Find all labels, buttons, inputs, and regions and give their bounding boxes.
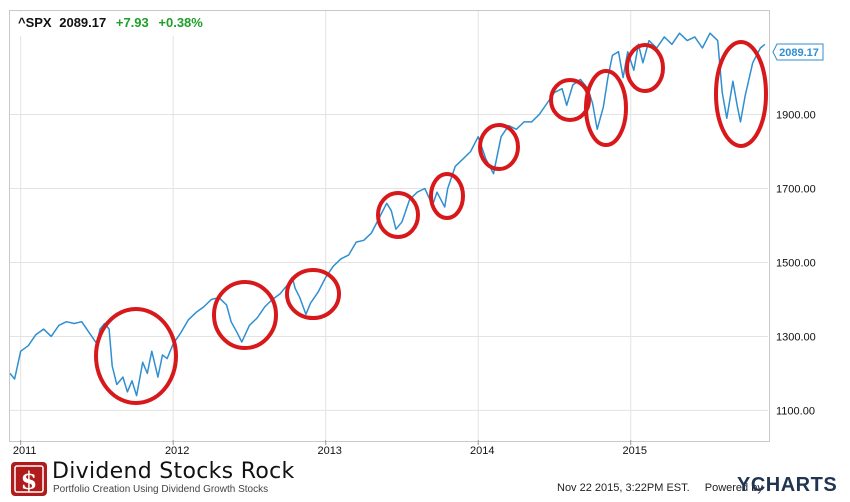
- ycharts-logo[interactable]: YCHARTS: [737, 474, 837, 497]
- y-tick-label: 1700.00: [776, 184, 816, 196]
- x-tick-label: 2014: [470, 445, 494, 457]
- correction-highlight-circle: [378, 193, 418, 237]
- correction-highlight-circle: [214, 282, 276, 348]
- ticker-symbol: ^SPX: [18, 15, 52, 30]
- svg-text:$: $: [21, 466, 38, 495]
- x-tick-label: 2013: [317, 445, 341, 457]
- timestamp-text: Nov 22 2015, 3:22PM EST.: [557, 482, 690, 494]
- correction-highlight-circle: [287, 270, 339, 318]
- x-tick-label: 2011: [13, 445, 37, 457]
- correction-highlight-circle: [551, 80, 589, 120]
- y-tick-label: 1100.00: [776, 405, 815, 417]
- quote-change-pct: +0.38%: [158, 15, 202, 30]
- correction-highlight-circle: [716, 42, 766, 146]
- quote-header: ^SPX 2089.17 +7.93 +0.38%: [12, 12, 209, 36]
- brand-subtitle: Portfolio Creation Using Dividend Growth…: [53, 484, 268, 495]
- quote-change: +7.93: [116, 15, 149, 30]
- correction-highlight-circle: [586, 71, 626, 145]
- x-tick-label: 2015: [622, 445, 646, 457]
- y-tick-label: 1300.00: [776, 331, 816, 343]
- brand-title: Dividend Stocks Rock: [52, 459, 295, 484]
- quote-price: 2089.17: [59, 15, 106, 30]
- dollar-sign-icon: $: [10, 461, 48, 502]
- price-tag: 2089.17: [779, 47, 819, 59]
- y-tick-label: 1900.00: [776, 110, 816, 122]
- y-tick-label: 1500.00: [776, 257, 816, 269]
- footer-timestamp: Nov 22 2015, 3:22PM EST. Powered by: [557, 482, 763, 494]
- x-tick-label: 2012: [165, 445, 189, 457]
